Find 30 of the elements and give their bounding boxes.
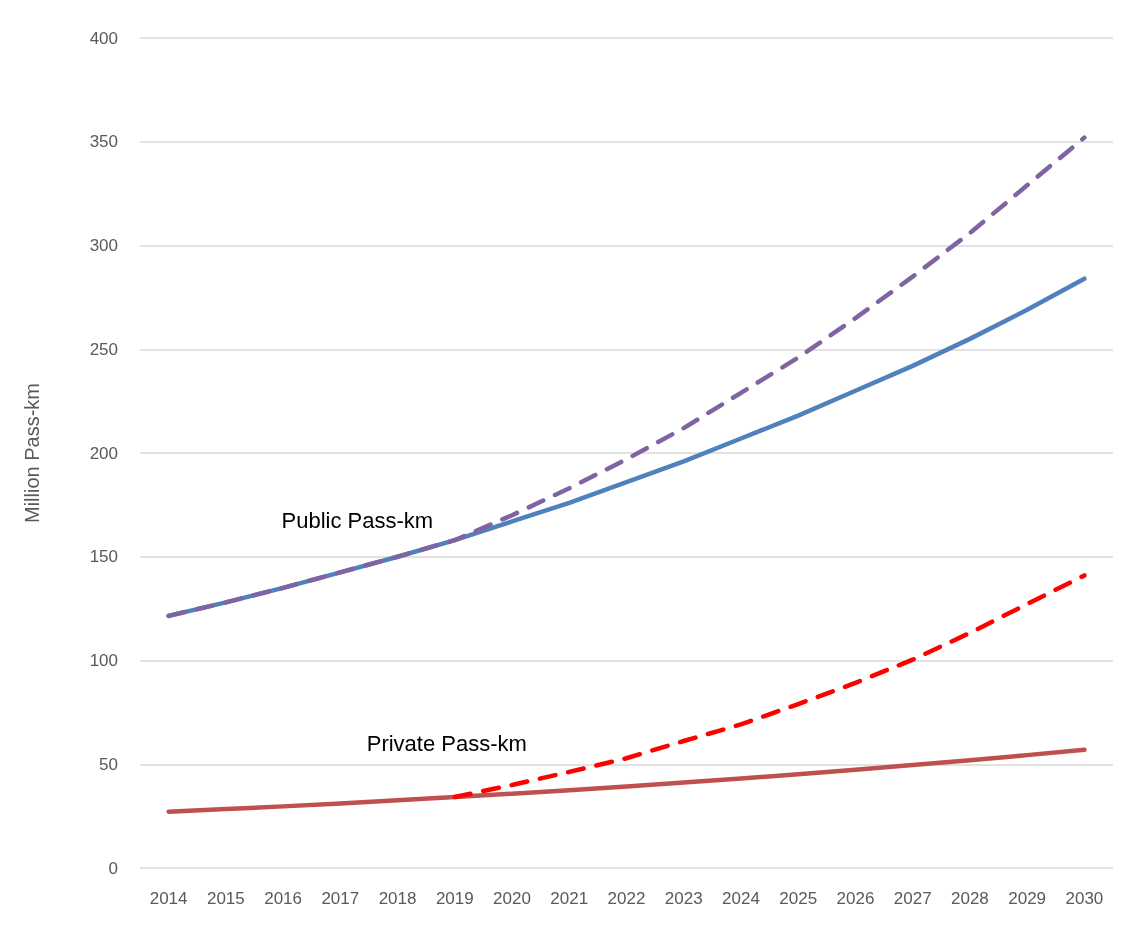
x-tick-label: 2014	[149, 889, 188, 908]
x-tick-label: 2017	[321, 889, 360, 908]
y-tick-label: 150	[89, 547, 118, 567]
x-tick-label: 2028	[951, 889, 989, 908]
x-tick-label: 2016	[264, 889, 302, 908]
x-tick-label: 2020	[493, 889, 531, 908]
y-tick-label: 50	[99, 754, 118, 774]
y-tick-label: 400	[89, 28, 118, 48]
line-series	[166, 135, 1087, 619]
x-tick-label: 2023	[664, 889, 703, 908]
y-tick-label: 350	[89, 132, 118, 152]
y-tick-label: 300	[89, 236, 118, 255]
y-axis-title: Million Pass-km	[21, 382, 43, 524]
series-label: Private Pass-km	[366, 730, 527, 756]
y-tick-label: 250	[89, 339, 118, 359]
x-tick-label: 2025	[779, 889, 818, 908]
y-tick-label: 0	[108, 858, 118, 878]
x-tick-label: 2022	[607, 889, 646, 908]
y-tick-label: 200	[89, 443, 118, 463]
x-tick-label: 2030	[1065, 889, 1104, 908]
x-tick-label: 2024	[722, 889, 760, 908]
x-tick-label: 2019	[435, 889, 474, 908]
x-tick-label: 2018	[378, 889, 417, 908]
x-tick-label: 2029	[1008, 889, 1047, 908]
x-tick-label: 2027	[893, 889, 932, 908]
x-tick-label: 2026	[836, 889, 875, 908]
y-tick-label: 100	[89, 651, 118, 670]
x-tick-label: 2015	[206, 889, 245, 908]
x-tick-label: 2021	[550, 889, 589, 908]
series-label: Public Pass-km	[281, 507, 434, 533]
